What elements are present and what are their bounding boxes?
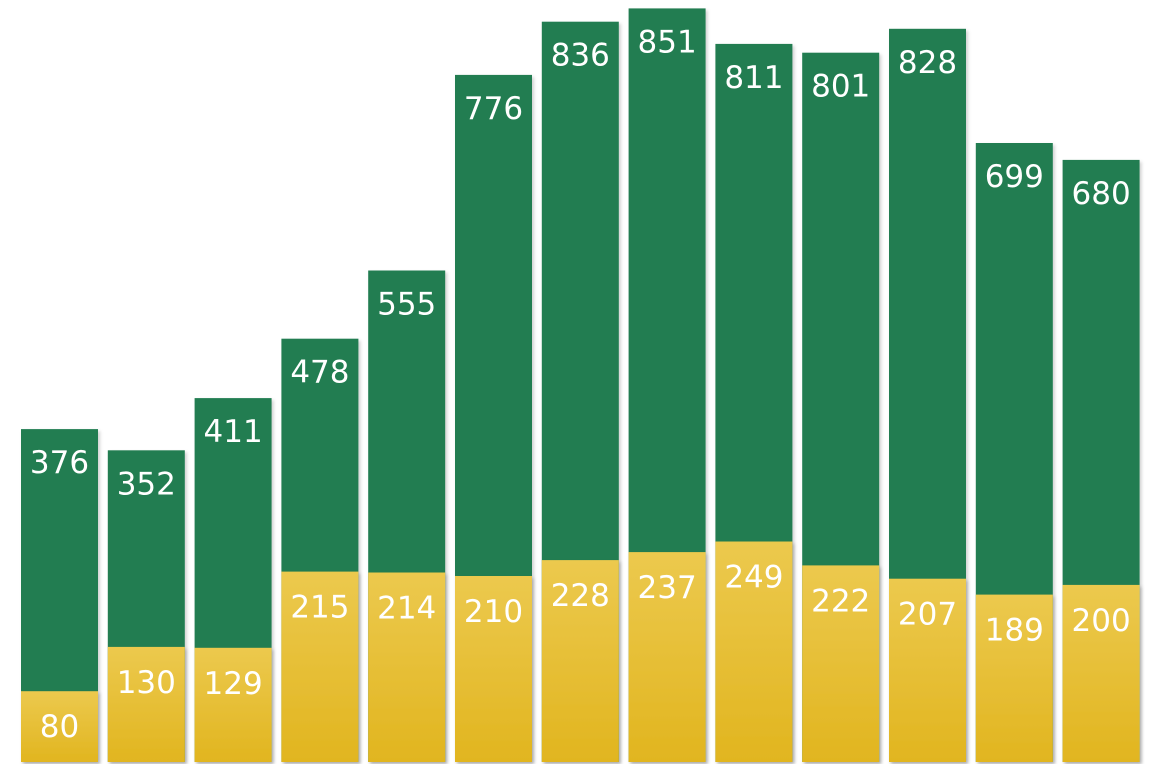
gold-bar [455, 576, 532, 762]
gold-bar-value-label: 249 [724, 560, 783, 596]
gold-bar-value-label: 222 [811, 583, 870, 619]
green-bar-value-label: 776 [464, 91, 523, 127]
gold-bar [715, 541, 793, 762]
green-bar-value-label: 801 [811, 69, 870, 105]
gold-bar [1062, 584, 1140, 762]
gold-bar-value-label: 207 [898, 597, 957, 633]
gold-bar [802, 565, 880, 762]
gold-bar [281, 571, 359, 762]
green-bar-value-label: 411 [204, 414, 263, 450]
gold-bar-value-label: 200 [1072, 603, 1131, 639]
green-bar-value-label: 851 [638, 24, 697, 60]
green-bar-value-label: 811 [724, 60, 783, 96]
gold-bar [368, 572, 446, 762]
green-bar-value-label: 699 [985, 159, 1044, 195]
gold-bar [541, 560, 619, 762]
green-bar-value-label: 828 [898, 45, 957, 81]
green-bar-value-label: 478 [290, 355, 349, 391]
green-bar-value-label: 680 [1072, 176, 1131, 212]
series-gold-labels: 80 130 129 215 214 210 228 237 249 222 207 189 200 [40, 560, 1131, 746]
gold-bar [889, 578, 966, 762]
gold-bar-value-label: 80 [40, 709, 79, 745]
gold-bar [194, 647, 272, 762]
green-bar-value-label: 555 [377, 287, 436, 323]
gold-bar-value-label: 215 [290, 590, 349, 626]
series-gold-bars [21, 541, 1140, 762]
gold-bar-value-label: 228 [551, 578, 610, 614]
green-bar-value-label: 376 [30, 445, 89, 481]
series-green-labels: 376 352 411 478 555 776 836 851 811 801 828 699 680 [30, 24, 1131, 502]
gold-bar-value-label: 189 [985, 613, 1044, 649]
green-bar-value-label: 836 [551, 38, 610, 74]
gold-bar [975, 594, 1053, 762]
green-bar-value-label: 352 [117, 466, 176, 502]
gold-bar [107, 646, 185, 762]
gold-bar-value-label: 214 [377, 591, 436, 627]
gold-bar-value-label: 210 [464, 594, 523, 630]
gold-bar-value-label: 129 [204, 666, 263, 702]
gold-bar-value-label: 237 [638, 570, 697, 606]
gold-bar-value-label: 130 [117, 665, 176, 701]
gold-bar [21, 691, 98, 762]
gold-bar [628, 552, 706, 762]
